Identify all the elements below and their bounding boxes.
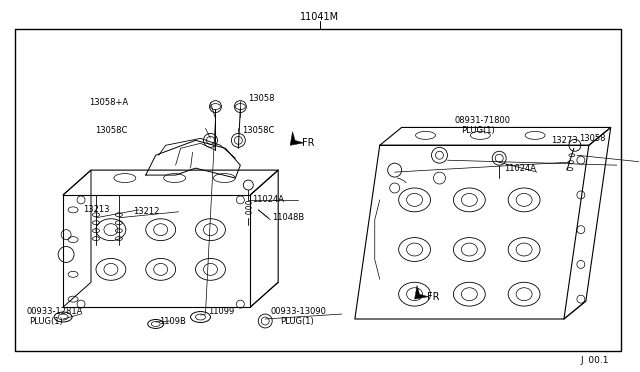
Text: 13212: 13212 (133, 207, 159, 216)
Text: FR: FR (426, 292, 439, 302)
Text: 13213: 13213 (83, 205, 109, 214)
Polygon shape (415, 285, 428, 299)
Text: 11024A: 11024A (504, 164, 536, 173)
Text: 13058+A: 13058+A (89, 98, 128, 107)
Text: PLUG(1): PLUG(1) (280, 317, 314, 327)
Text: 13058C: 13058C (95, 126, 128, 135)
Text: FR: FR (302, 138, 315, 148)
Text: 1109B: 1109B (159, 317, 186, 327)
Text: PLUG(1): PLUG(1) (461, 126, 495, 135)
Text: 11048B: 11048B (272, 213, 305, 222)
Polygon shape (290, 132, 304, 145)
Text: 13273: 13273 (551, 136, 578, 145)
Text: 00933-1281A: 00933-1281A (26, 307, 83, 315)
Text: J  00.1: J 00.1 (580, 356, 609, 365)
Text: 00933-13090: 00933-13090 (270, 307, 326, 315)
Text: 13058: 13058 (248, 94, 275, 103)
Text: 11041M: 11041M (300, 12, 340, 22)
Text: 13058: 13058 (579, 134, 605, 143)
Text: 11099: 11099 (209, 307, 235, 315)
Text: 11024A: 11024A (252, 195, 284, 204)
Text: PLUG(1): PLUG(1) (29, 317, 63, 327)
Text: 13058C: 13058C (243, 126, 275, 135)
Text: 08931-71800: 08931-71800 (454, 116, 511, 125)
